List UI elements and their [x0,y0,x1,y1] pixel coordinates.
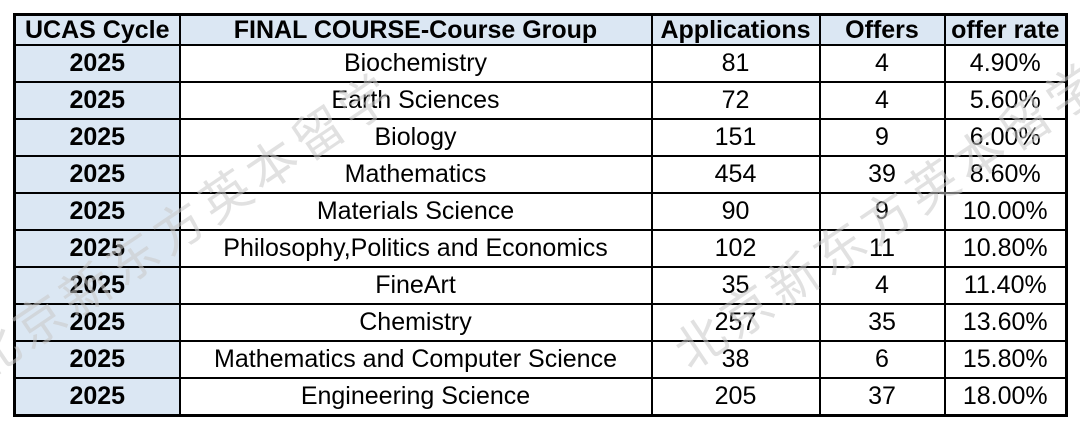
cell-course: Earth Sciences [178,81,653,120]
cell-cycle: 2025 [13,155,181,194]
table-row: 2025 Philosophy,Politics and Economics 102… [13,229,1068,268]
table-row: 2025 Materials Science 90 9 10.00% [13,192,1068,231]
cell-cycle: 2025 [13,340,181,379]
cell-offer-rate: 5.60% [943,81,1068,120]
cell-offer-rate: 6.00% [943,118,1068,157]
table-row: 2025 Engineering Science 205 37 18.00% [13,377,1068,417]
cell-applications: 257 [650,303,821,342]
cell-applications: 454 [650,155,821,194]
cell-offers: 39 [818,155,946,194]
table-row: 2025 Biochemistry 81 4 4.90% [13,44,1068,83]
cell-course: Mathematics [178,155,653,194]
cell-course: Philosophy,Politics and Economics [178,229,653,268]
table-row: 2025 Chemistry 257 35 13.60% [13,303,1068,342]
column-header-offer-rate: offer rate [943,13,1068,46]
cell-cycle: 2025 [13,303,181,342]
column-header-course-group: FINAL COURSE-Course Group [178,13,653,46]
cell-course: Biochemistry [178,44,653,83]
cell-course: Biology [178,118,653,157]
cell-applications: 151 [650,118,821,157]
table-row: 2025 Mathematics 454 39 8.60% [13,155,1068,194]
cell-course: Engineering Science [178,377,653,417]
cell-offers: 9 [818,118,946,157]
cell-offers: 4 [818,44,946,83]
cell-offers: 4 [818,266,946,305]
ucas-offer-rate-table: UCAS Cycle FINAL COURSE-Course Group App… [13,13,1068,417]
cell-applications: 102 [650,229,821,268]
cell-offers: 11 [818,229,946,268]
cell-offer-rate: 8.60% [943,155,1068,194]
column-header-applications: Applications [650,13,821,46]
header-row: UCAS Cycle FINAL COURSE-Course Group App… [13,13,1068,46]
cell-offer-rate: 10.80% [943,229,1068,268]
cell-cycle: 2025 [13,44,181,83]
cell-offer-rate: 11.40% [943,266,1068,305]
cell-applications: 35 [650,266,821,305]
cell-cycle: 2025 [13,118,181,157]
table-row: 2025 Earth Sciences 72 4 5.60% [13,81,1068,120]
cell-cycle: 2025 [13,229,181,268]
cell-offers: 4 [818,81,946,120]
cell-offers: 9 [818,192,946,231]
table-row: 2025 FineArt 35 4 11.40% [13,266,1068,305]
cell-applications: 90 [650,192,821,231]
cell-cycle: 2025 [13,192,181,231]
cell-course: FineArt [178,266,653,305]
table-row: 2025 Biology 151 9 6.00% [13,118,1068,157]
table-body: 2025 Biochemistry 81 4 4.90% 2025 Earth Scienc… [13,44,1068,417]
cell-cycle: 2025 [13,81,181,120]
cell-offer-rate: 4.90% [943,44,1068,83]
cell-course: Chemistry [178,303,653,342]
cell-offer-rate: 13.60% [943,303,1068,342]
cell-course: Mathematics and Computer Science [178,340,653,379]
table-row: 2025 Mathematics and Computer Science 38 6 1… [13,340,1068,379]
column-header-offers: Offers [818,13,946,46]
column-header-ucas-cycle: UCAS Cycle [13,13,181,46]
cell-applications: 72 [650,81,821,120]
cell-applications: 81 [650,44,821,83]
cell-offer-rate: 15.80% [943,340,1068,379]
cell-offers: 6 [818,340,946,379]
cell-offer-rate: 18.00% [943,377,1068,417]
cell-offer-rate: 10.00% [943,192,1068,231]
cell-offers: 35 [818,303,946,342]
cell-course: Materials Science [178,192,653,231]
cell-cycle: 2025 [13,377,181,417]
cell-applications: 205 [650,377,821,417]
cell-offers: 37 [818,377,946,417]
cell-cycle: 2025 [13,266,181,305]
cell-applications: 38 [650,340,821,379]
